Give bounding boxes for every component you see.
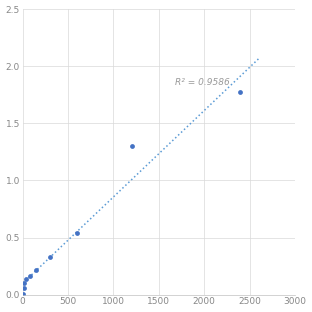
Point [20,292,25,297]
Point [24,277,29,282]
Point [21,285,26,290]
Point [34,267,39,272]
Point [238,90,243,95]
Point [75,231,80,236]
Text: R² = 0.9586: R² = 0.9586 [175,78,230,87]
Point [47,255,52,260]
Point [129,144,134,149]
Point [22,281,27,286]
Point [27,274,32,279]
